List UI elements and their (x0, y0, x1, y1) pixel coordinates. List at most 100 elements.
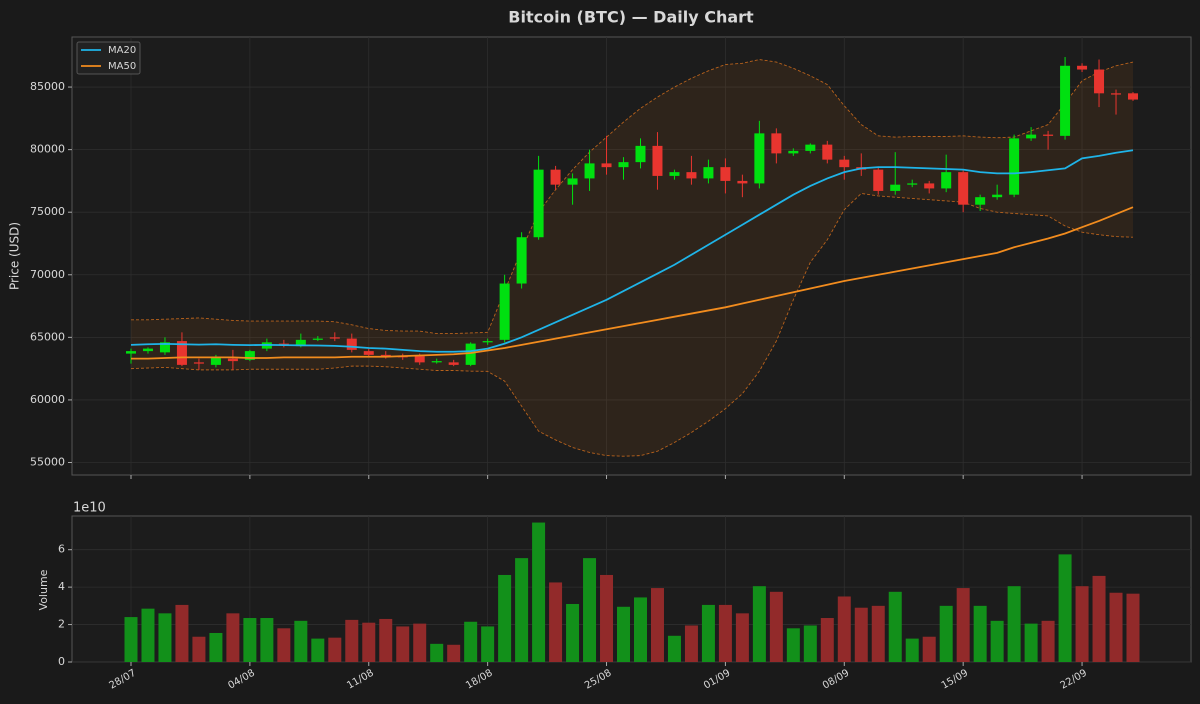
volume-bar (650, 588, 664, 662)
volume-bar (786, 628, 800, 662)
candle-body (244, 351, 255, 360)
candle-body (126, 351, 136, 354)
volume-bar (973, 605, 987, 662)
candle-body (652, 145, 663, 176)
candle-body (516, 237, 527, 284)
candle-body (1043, 134, 1054, 136)
candle-body (1060, 65, 1071, 136)
volume-bar (1058, 554, 1072, 662)
price-panel (71, 36, 1192, 476)
candle-body (584, 163, 595, 179)
candle-body (312, 338, 323, 340)
volume-bar (209, 632, 223, 662)
candle-body (1111, 93, 1122, 95)
candle-body (499, 283, 510, 340)
candle-body (975, 197, 986, 205)
volume-bar (803, 625, 817, 662)
volume-bar (498, 574, 512, 662)
legend-label: MA50 (108, 61, 136, 72)
candle-body (414, 356, 425, 363)
volume-bar (192, 636, 206, 662)
y-tick-label: 70000 (30, 268, 65, 281)
candle-body (1094, 69, 1105, 94)
band-line (131, 59, 1134, 335)
candle-body (686, 172, 697, 179)
volume-bar (888, 591, 902, 662)
volume-bar (362, 622, 376, 662)
y-tick-label: 80000 (30, 143, 65, 156)
volume-bar (752, 586, 766, 662)
volume-bar (1041, 620, 1055, 662)
volume-axis-label: Volume (37, 569, 50, 610)
volume-bar (922, 636, 936, 662)
volume-bar (1024, 623, 1038, 662)
volume-bar (600, 574, 614, 662)
volume-bar (430, 643, 444, 662)
candle-body (805, 144, 816, 151)
candle-body (737, 180, 748, 184)
volume-bar (447, 644, 461, 662)
y-tick-label: 65000 (30, 330, 65, 343)
volume-bar (566, 603, 580, 662)
volume-bar (243, 618, 257, 662)
y-tick-label: 4 (58, 580, 65, 593)
legend: MA20 MA50 (76, 41, 141, 75)
y-tick-label: 75000 (30, 205, 65, 218)
volume-panel (71, 515, 1192, 663)
candle-body (380, 354, 391, 357)
candle-body (1009, 138, 1020, 195)
candle-body (890, 184, 901, 191)
volume-bar (956, 588, 970, 662)
volume-bar (481, 626, 495, 662)
candle-body (1026, 134, 1037, 139)
candle-body (159, 342, 170, 353)
legend-label: MA20 (108, 45, 136, 56)
candle-body (567, 178, 578, 185)
candle-body (788, 150, 799, 154)
volume-bar (1075, 586, 1089, 662)
candle-body (754, 133, 765, 184)
candle-body (227, 358, 238, 362)
volume-bar (396, 626, 410, 662)
candle-body (720, 167, 731, 181)
chart-title: Bitcoin (BTC) — Daily Chart (508, 8, 754, 27)
volume-bar (532, 522, 546, 662)
volume-bar (990, 620, 1004, 662)
volume-bar (1126, 593, 1140, 662)
volume-bar (1092, 575, 1106, 662)
volume-bar (124, 617, 138, 662)
ma-line (131, 206, 1134, 360)
volume-bar (345, 619, 359, 662)
y-tick-label: 0 (58, 655, 65, 668)
candle-body (669, 172, 680, 176)
candle-body (635, 145, 646, 163)
y-tick-label: 85000 (30, 80, 65, 93)
volume-bar (379, 618, 393, 662)
candle-body (533, 169, 544, 238)
candle-body (771, 133, 782, 154)
volume-bar (939, 605, 953, 662)
volume-bar (464, 621, 478, 662)
volume-bar (617, 606, 631, 662)
candle-body (703, 167, 714, 179)
volume-bar (871, 605, 885, 662)
volume-bar (837, 596, 851, 662)
volume-bar (854, 607, 868, 662)
candle-body (1077, 65, 1088, 70)
candle-body (193, 362, 204, 364)
y-tick-label: 6 (58, 543, 65, 556)
candle-body (822, 144, 833, 160)
candle-body (924, 183, 935, 189)
volume-bar (667, 635, 681, 662)
y-tick-label: 2 (58, 618, 65, 631)
volume-bar (905, 638, 919, 662)
candle-body (907, 183, 918, 185)
volume-bar (549, 582, 563, 662)
candle-body (839, 159, 850, 168)
volume-bar (328, 637, 342, 662)
volume-bar (718, 604, 732, 662)
volume-bar (633, 597, 647, 662)
volume-bar (1007, 586, 1021, 662)
